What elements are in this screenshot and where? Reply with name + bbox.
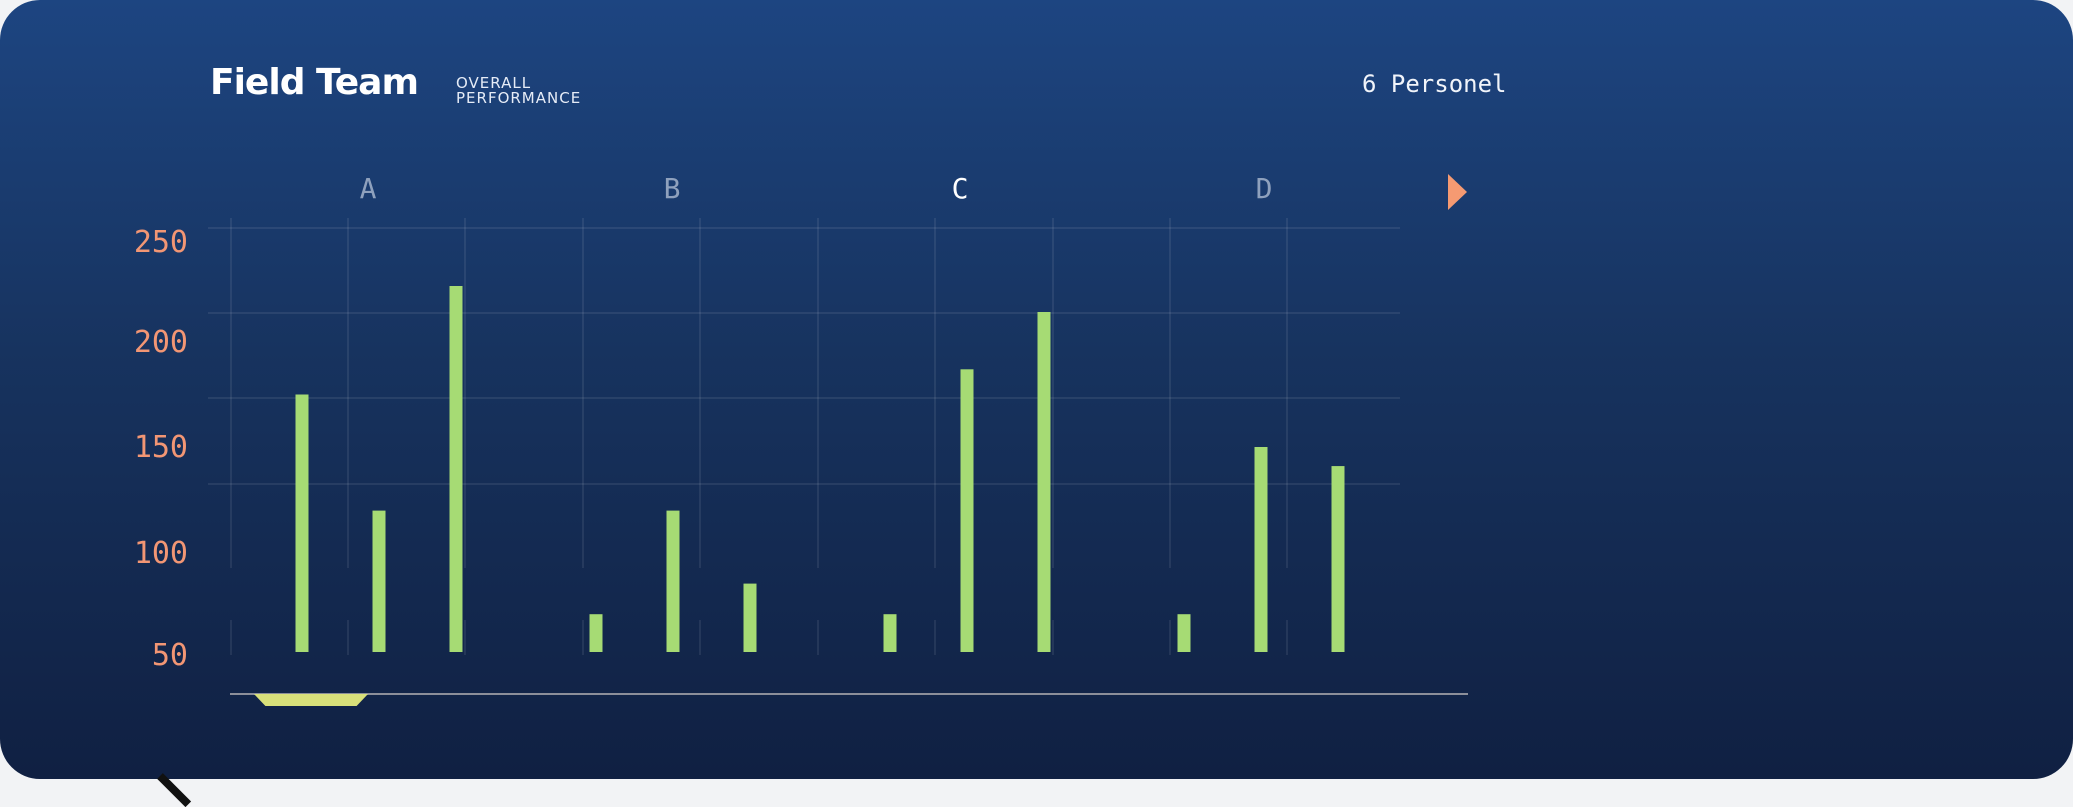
personnel-count: 6 Personel: [1362, 70, 1507, 98]
bar-a-3[interactable]: [449, 286, 463, 652]
bar-c-3[interactable]: [1037, 312, 1051, 652]
category-labels: A B C D: [360, 172, 1273, 205]
bar-a-2[interactable]: [372, 510, 386, 652]
bar-a-1[interactable]: [295, 394, 309, 653]
y-tick-label: 200: [134, 325, 188, 360]
bar-c-1[interactable]: [883, 614, 897, 652]
page-title: Field Team: [210, 62, 419, 103]
bar-d-2[interactable]: [1254, 447, 1268, 652]
category-label-a[interactable]: A: [360, 172, 377, 205]
y-tick-label: 250: [134, 225, 188, 260]
bar-b-1[interactable]: [589, 614, 603, 652]
subtitle-line-2: PERFORMANCE: [456, 89, 582, 107]
bar-b-3[interactable]: [743, 583, 757, 652]
y-tick-label: 50: [152, 638, 188, 673]
category-label-b[interactable]: B: [664, 172, 681, 205]
bar-d-3[interactable]: [1331, 466, 1345, 652]
bar-series: [295, 286, 1345, 653]
category-label-d[interactable]: D: [1256, 172, 1273, 205]
category-label-c[interactable]: C: [952, 172, 969, 205]
y-axis-ticks: 250 200 150 100 50: [134, 225, 188, 673]
chart-grid: [208, 218, 1400, 655]
bar-d-1[interactable]: [1177, 614, 1191, 652]
range-handle-icon[interactable]: [254, 694, 368, 706]
y-tick-label: 100: [134, 536, 188, 571]
subtitle-line-1: OVERALL: [456, 74, 532, 92]
bar-chart: A B C D 250 200 150 100 50: [134, 172, 1468, 695]
play-triangle-icon[interactable]: [1448, 174, 1467, 210]
y-tick-label: 150: [134, 430, 188, 465]
bar-c-2[interactable]: [960, 369, 974, 652]
bar-b-2[interactable]: [666, 510, 680, 652]
chart-card: Field Team OVERALL PERFORMANCE 6 Persone…: [0, 0, 2073, 779]
page-subtitle: OVERALL PERFORMANCE: [456, 76, 581, 106]
